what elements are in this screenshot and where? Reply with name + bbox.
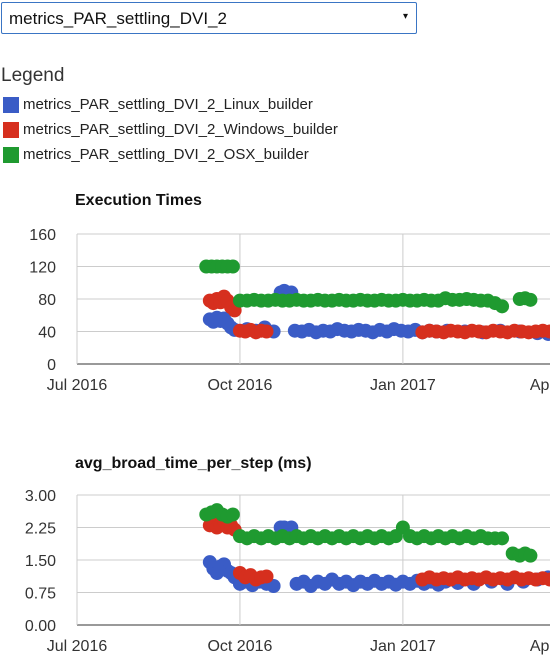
exec-data-point[interactable] [523, 292, 538, 307]
exec-x-tick-label: Apr 2017 [530, 377, 550, 394]
avg-broad-time-chart: avg_broad_time_per_step (ms) 0.00 0.75 1.50… [25, 455, 550, 655]
chevron-down-icon[interactable]: ▾ [402, 11, 408, 22]
broad-data-point[interactable] [225, 507, 240, 522]
exec-x-tick-label: Oct 2016 [207, 377, 272, 394]
broad-x-tick-label: Jan 2017 [370, 638, 436, 655]
broad-x-tick-label: Oct 2016 [207, 638, 272, 655]
legend-label-osx: metrics_PAR_settling_DVI_2_OSX_builder [23, 146, 309, 163]
legend-swatch-windows [3, 121, 19, 138]
legend-label-windows: metrics_PAR_settling_DVI_2_Windows_build… [23, 121, 338, 138]
broad-y-tick-label: 3.00 [25, 488, 56, 505]
legend: metrics_PAR_settling_DVI_2_Linux_builder… [3, 92, 338, 167]
broad-chart-title: avg_broad_time_per_step (ms) [75, 455, 312, 472]
broad-data-point[interactable] [266, 579, 281, 593]
legend-item-osx[interactable]: metrics_PAR_settling_DVI_2_OSX_builder [3, 142, 338, 167]
broad-x-tick-label: Jul 2016 [47, 638, 108, 655]
exec-y-tick-label: 120 [29, 260, 56, 277]
legend-swatch-linux [3, 96, 19, 113]
broad-data-point[interactable] [495, 531, 510, 546]
exec-data-point[interactable] [225, 259, 240, 274]
broad-data-point[interactable] [542, 572, 550, 587]
execution-times-chart: Execution Times 0 40 80 120 160 Jul 2016 Oct 20… [29, 192, 550, 394]
broad-series-1 [202, 514, 550, 587]
exec-chart-title: Execution Times [75, 192, 202, 209]
metric-select[interactable]: metrics_PAR_settling_DVI_2 ▾ [1, 2, 417, 34]
legend-item-linux[interactable]: metrics_PAR_settling_DVI_2_Linux_builder [3, 92, 338, 117]
legend-title: Legend [1, 65, 65, 86]
exec-data-point[interactable] [542, 324, 550, 339]
exec-y-tick-label: 0 [47, 357, 56, 374]
broad-y-tick-label: 0.00 [25, 618, 56, 635]
broad-y-tick-label: 2.25 [25, 521, 56, 538]
broad-y-tick-label: 0.75 [25, 586, 56, 603]
broad-data-point[interactable] [259, 569, 274, 584]
exec-series-1 [202, 289, 550, 340]
exec-x-tick-label: Jan 2017 [370, 377, 436, 394]
exec-data-point[interactable] [259, 324, 274, 339]
metric-select-value: metrics_PAR_settling_DVI_2 [9, 9, 227, 28]
exec-data-point[interactable] [495, 299, 510, 314]
broad-x-tick-label: Apr 2017 [530, 638, 550, 655]
exec-y-tick-label: 40 [38, 325, 56, 342]
exec-series-2 [199, 259, 538, 314]
legend-item-windows[interactable]: metrics_PAR_settling_DVI_2_Windows_build… [3, 117, 338, 142]
broad-y-tick-label: 1.50 [25, 553, 56, 570]
exec-x-tick-label: Jul 2016 [47, 377, 108, 394]
exec-y-tick-label: 160 [29, 227, 56, 244]
legend-label-linux: metrics_PAR_settling_DVI_2_Linux_builder [23, 96, 313, 113]
broad-data-point[interactable] [523, 548, 538, 563]
broad-series-2 [199, 503, 538, 563]
exec-y-tick-label: 80 [38, 292, 56, 309]
legend-swatch-osx [3, 146, 19, 163]
